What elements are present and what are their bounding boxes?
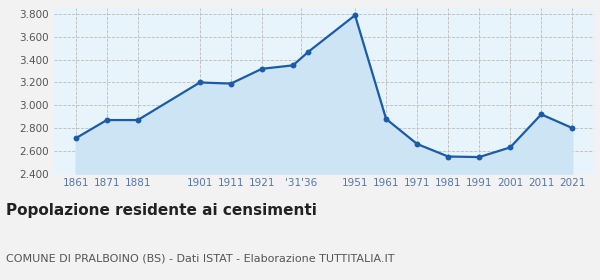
Point [304,50,313,54]
Point [350,13,360,17]
Point [475,155,484,159]
Point [195,80,205,85]
Text: COMUNE DI PRALBOINO (BS) - Dati ISTAT - Elaborazione TUTTITALIA.IT: COMUNE DI PRALBOINO (BS) - Dati ISTAT - … [6,253,395,263]
Point [102,118,112,122]
Point [443,154,453,159]
Point [71,136,80,141]
Point [133,118,143,122]
Point [381,117,391,121]
Point [288,63,298,67]
Point [257,67,267,71]
Point [536,112,546,116]
Point [568,126,577,130]
Point [505,145,515,150]
Point [412,142,422,146]
Point [226,81,236,86]
Text: Popolazione residente ai censimenti: Popolazione residente ai censimenti [6,203,317,218]
